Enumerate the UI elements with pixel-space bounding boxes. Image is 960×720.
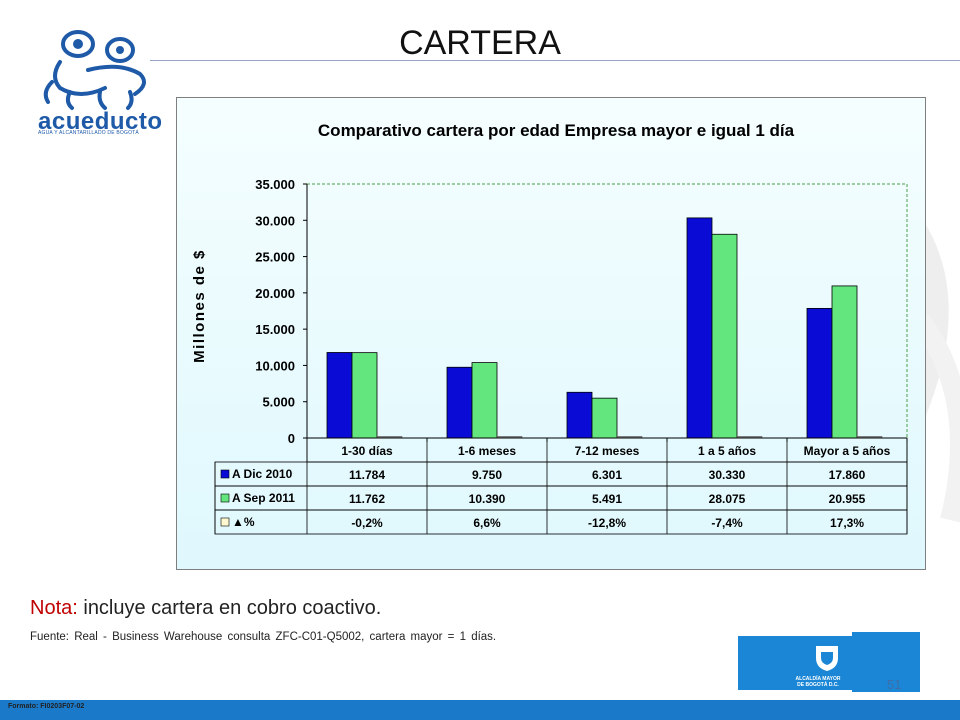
note-text: Nota: incluye cartera en cobro coactivo. <box>30 597 381 620</box>
chart-title: Comparativo cartera por edad Empresa may… <box>318 121 795 140</box>
y-axis-label: Millones de $ <box>191 249 208 363</box>
data-label: 17.860 <box>829 468 866 482</box>
note-body: incluye cartera en cobro coactivo. <box>77 597 382 619</box>
legend-swatch <box>220 469 230 479</box>
data-label: 5.491 <box>592 492 622 506</box>
alcaldia-box <box>738 636 918 690</box>
x-category-label: 7-12 meses <box>575 444 640 458</box>
bar-sep-2011 <box>351 352 378 439</box>
data-label: 6,6% <box>473 516 501 530</box>
data-label: -12,8% <box>588 516 626 530</box>
bar-dic-2010 <box>806 307 833 439</box>
y-tick-label: 30.000 <box>255 213 295 228</box>
data-label: 6.301 <box>592 468 622 482</box>
data-label: -0,2% <box>351 516 383 530</box>
logo-subtitle: AGUA Y ALCANTARILLADO DE BOGOTÁ <box>38 130 139 136</box>
footer-bar <box>0 700 960 720</box>
x-category-label: 1 a 5 años <box>698 444 756 458</box>
y-tick-label: 20.000 <box>255 286 295 301</box>
data-label: 11.762 <box>349 492 385 506</box>
logo-wordmark: acueducto <box>38 108 163 135</box>
legend-label: ▲% <box>232 515 255 529</box>
legend-swatch <box>220 493 230 503</box>
data-label: 9.750 <box>472 468 502 482</box>
x-category-label: 1-30 días <box>341 444 393 458</box>
page-number: 51 <box>887 677 902 692</box>
y-tick-label: 15.000 <box>255 322 295 337</box>
table-row <box>214 509 908 535</box>
frog-logo-icon <box>43 30 146 110</box>
slide-title: CARTERA <box>399 24 561 62</box>
data-table: 1-30 días 1-6 meses 7-12 meses 1 a 5 años Ma… <box>214 437 908 535</box>
bar-sep-2011 <box>711 233 738 439</box>
table-row <box>214 461 908 487</box>
y-tick-label: 10.000 <box>255 358 295 373</box>
chart-svg: Comparativo cartera por edad Empresa may… <box>191 121 908 535</box>
data-label: 28.075 <box>709 492 746 506</box>
bar-dic-2010 <box>686 217 713 439</box>
x-category-label: 1-6 meses <box>458 444 516 458</box>
chart-bars <box>326 217 883 439</box>
bogota-shield-icon <box>816 646 838 671</box>
title-divider <box>150 60 960 61</box>
source-text: Fuente: Real - Business Warehouse consul… <box>30 631 497 643</box>
chart-panel: Comparativo cartera por edad Empresa may… <box>176 97 926 570</box>
legend-swatch <box>220 517 230 527</box>
bar-dic-2010 <box>326 352 353 439</box>
y-tick-label: 0 <box>288 431 295 446</box>
data-label: 20.955 <box>829 492 866 506</box>
data-label: 11.784 <box>349 468 385 482</box>
bar-dic-2010 <box>566 391 593 439</box>
data-label: 10.390 <box>469 492 506 506</box>
bar-sep-2011 <box>471 362 498 439</box>
table-row <box>214 485 908 511</box>
data-label: 30.330 <box>709 468 746 482</box>
alcaldia-label: ALCALDÍA MAYOR DE BOGOTÁ D.C. <box>795 676 841 688</box>
bar-dic-2010 <box>446 366 473 439</box>
bar-sep-2011 <box>831 285 858 439</box>
note-label: Nota: <box>30 597 78 619</box>
data-label: 17,3% <box>830 516 864 530</box>
legend-label: A Dic 2010 <box>232 467 293 481</box>
data-label: -7,4% <box>711 516 743 530</box>
y-tick-label: 35.000 <box>255 177 295 192</box>
bar-sep-2011 <box>591 397 618 439</box>
legend-label: A Sep 2011 <box>232 491 295 505</box>
y-tick-label: 5.000 <box>262 395 295 410</box>
formato-code: Formato: FI0203F07-02 <box>8 703 85 710</box>
x-category-label: Mayor a 5 años <box>804 444 891 458</box>
y-tick-label: 25.000 <box>255 250 295 265</box>
